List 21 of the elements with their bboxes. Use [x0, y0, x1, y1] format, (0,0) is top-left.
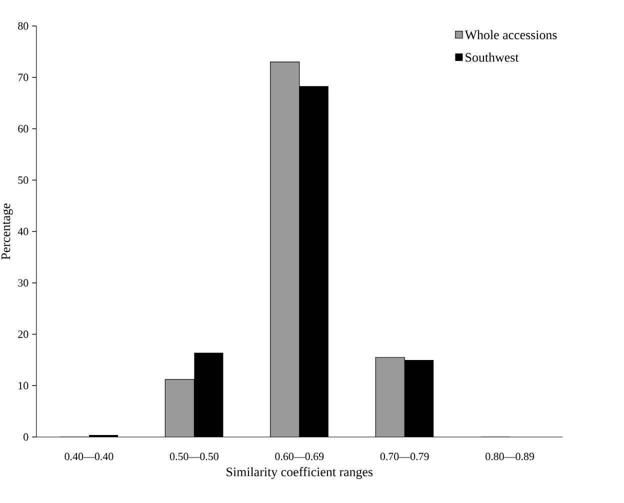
x-tick-label: 0.50—0.50	[170, 452, 218, 460]
x-tick-label: 0.80—0.89	[486, 452, 534, 460]
y-tick-label: 50	[18, 176, 28, 184]
bar	[376, 357, 405, 437]
y-axis-title: Percentage	[2, 204, 13, 260]
x-axis-title: Similarity coefficient ranges	[226, 467, 373, 479]
y-tick-label: 80	[18, 22, 28, 30]
y-tick-label: 0	[24, 433, 28, 441]
y-tick-label: 30	[18, 279, 28, 287]
y-tick-label: 70	[18, 74, 28, 82]
x-tick-label: 0.40—0.40	[64, 452, 114, 460]
y-tick-label: 20	[18, 330, 28, 338]
legend-label: Southwest	[466, 52, 519, 62]
x-tick-label: 0.70—0.79	[380, 452, 429, 460]
x-tick-label: 0.60—0.69	[275, 452, 324, 460]
bar	[270, 62, 300, 437]
y-tick-label: 10	[18, 382, 28, 390]
legend-label: Whole accessions	[464, 30, 557, 40]
bar	[165, 379, 194, 437]
y-tick-label: 40	[18, 228, 28, 236]
y-tick-label: 60	[18, 125, 28, 132]
